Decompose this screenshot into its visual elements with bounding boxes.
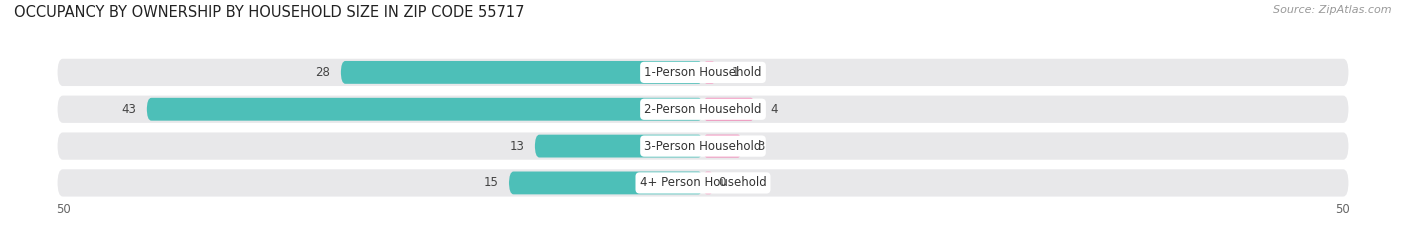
FancyBboxPatch shape [703, 135, 742, 158]
Text: 1-Person Household: 1-Person Household [644, 66, 762, 79]
Text: 43: 43 [121, 103, 136, 116]
Text: 3-Person Household: 3-Person Household [644, 140, 762, 153]
Text: 28: 28 [315, 66, 330, 79]
FancyBboxPatch shape [58, 132, 1348, 160]
Text: 15: 15 [484, 176, 499, 189]
Text: 50: 50 [1336, 203, 1350, 216]
Text: 3: 3 [758, 140, 765, 153]
FancyBboxPatch shape [58, 96, 1348, 123]
FancyBboxPatch shape [703, 61, 716, 84]
FancyBboxPatch shape [58, 169, 1348, 197]
Text: 1: 1 [731, 66, 740, 79]
Text: 4: 4 [770, 103, 778, 116]
Text: 4+ Person Household: 4+ Person Household [640, 176, 766, 189]
FancyBboxPatch shape [58, 59, 1348, 86]
Text: OCCUPANCY BY OWNERSHIP BY HOUSEHOLD SIZE IN ZIP CODE 55717: OCCUPANCY BY OWNERSHIP BY HOUSEHOLD SIZE… [14, 5, 524, 20]
FancyBboxPatch shape [146, 98, 703, 121]
FancyBboxPatch shape [340, 61, 703, 84]
FancyBboxPatch shape [534, 135, 703, 158]
FancyBboxPatch shape [509, 171, 703, 194]
FancyBboxPatch shape [703, 171, 713, 194]
FancyBboxPatch shape [703, 98, 755, 121]
Text: 0: 0 [718, 176, 725, 189]
Text: 50: 50 [56, 203, 70, 216]
Text: 2-Person Household: 2-Person Household [644, 103, 762, 116]
Text: Source: ZipAtlas.com: Source: ZipAtlas.com [1274, 5, 1392, 15]
Text: 13: 13 [509, 140, 524, 153]
